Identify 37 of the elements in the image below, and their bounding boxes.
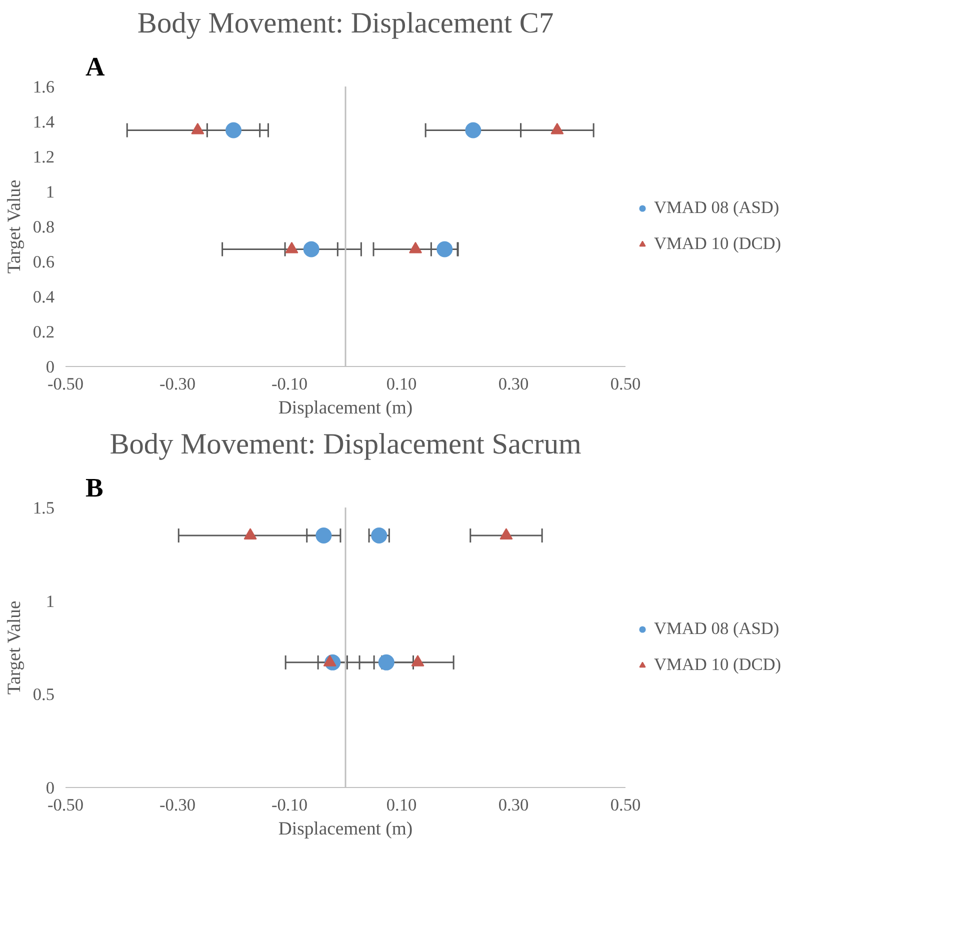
x-tick-label: 0.30 [498,796,529,814]
x-tick-label: -0.30 [159,796,196,814]
x-tick-label: 0.10 [386,796,417,814]
y-tick-label: 1.6 [32,78,55,96]
x-tick-label: 0.50 [610,796,641,814]
x-tick-label: 0.30 [498,374,529,394]
x-tick-label: -0.50 [47,796,84,814]
y-tick-label: 0.5 [32,685,55,704]
x-axis-title: Displacement (m) [278,818,413,840]
y-tick-label: 0.6 [32,252,55,272]
y-axis-title: Target Value [4,180,25,274]
y-tick-label: 1 [46,592,55,611]
chart-title: Body Movement: Displacement C7 [137,8,554,40]
y-axis-title: Target Value [4,600,25,695]
x-tick-label: -0.10 [271,374,308,394]
text: B [86,472,104,502]
legend-label: VMAD 08 (ASD) [654,619,780,639]
x-axis-title: Displacement (m) [278,398,413,418]
chart-title: Body Movement: Displacement Sacrum [110,428,582,460]
y-tick-label: 1 [46,182,55,202]
y-tick-label: 1.4 [32,112,55,132]
x-tick-label: 0.10 [386,374,417,394]
y-tick-label: 0.4 [32,288,55,306]
x-tick-label: -0.30 [159,374,196,394]
x-tick-label: -0.50 [47,374,84,394]
legend-label: VMAD 08 (ASD) [654,198,780,218]
y-tick-label: 0 [46,778,55,798]
legend-label: VMAD 10 (DCD) [654,234,782,254]
x-tick-label: 0.50 [610,374,641,394]
y-tick-label: 1.2 [32,148,55,166]
y-tick-label: 0.8 [32,218,55,236]
y-tick-label: 0.2 [32,322,55,342]
y-tick-label: 0 [46,358,55,376]
legend-label: VMAD 10 (DCD) [654,655,782,675]
x-tick-label: -0.10 [271,796,308,814]
y-tick-label: 1.5 [32,498,55,518]
text: A [86,52,106,82]
